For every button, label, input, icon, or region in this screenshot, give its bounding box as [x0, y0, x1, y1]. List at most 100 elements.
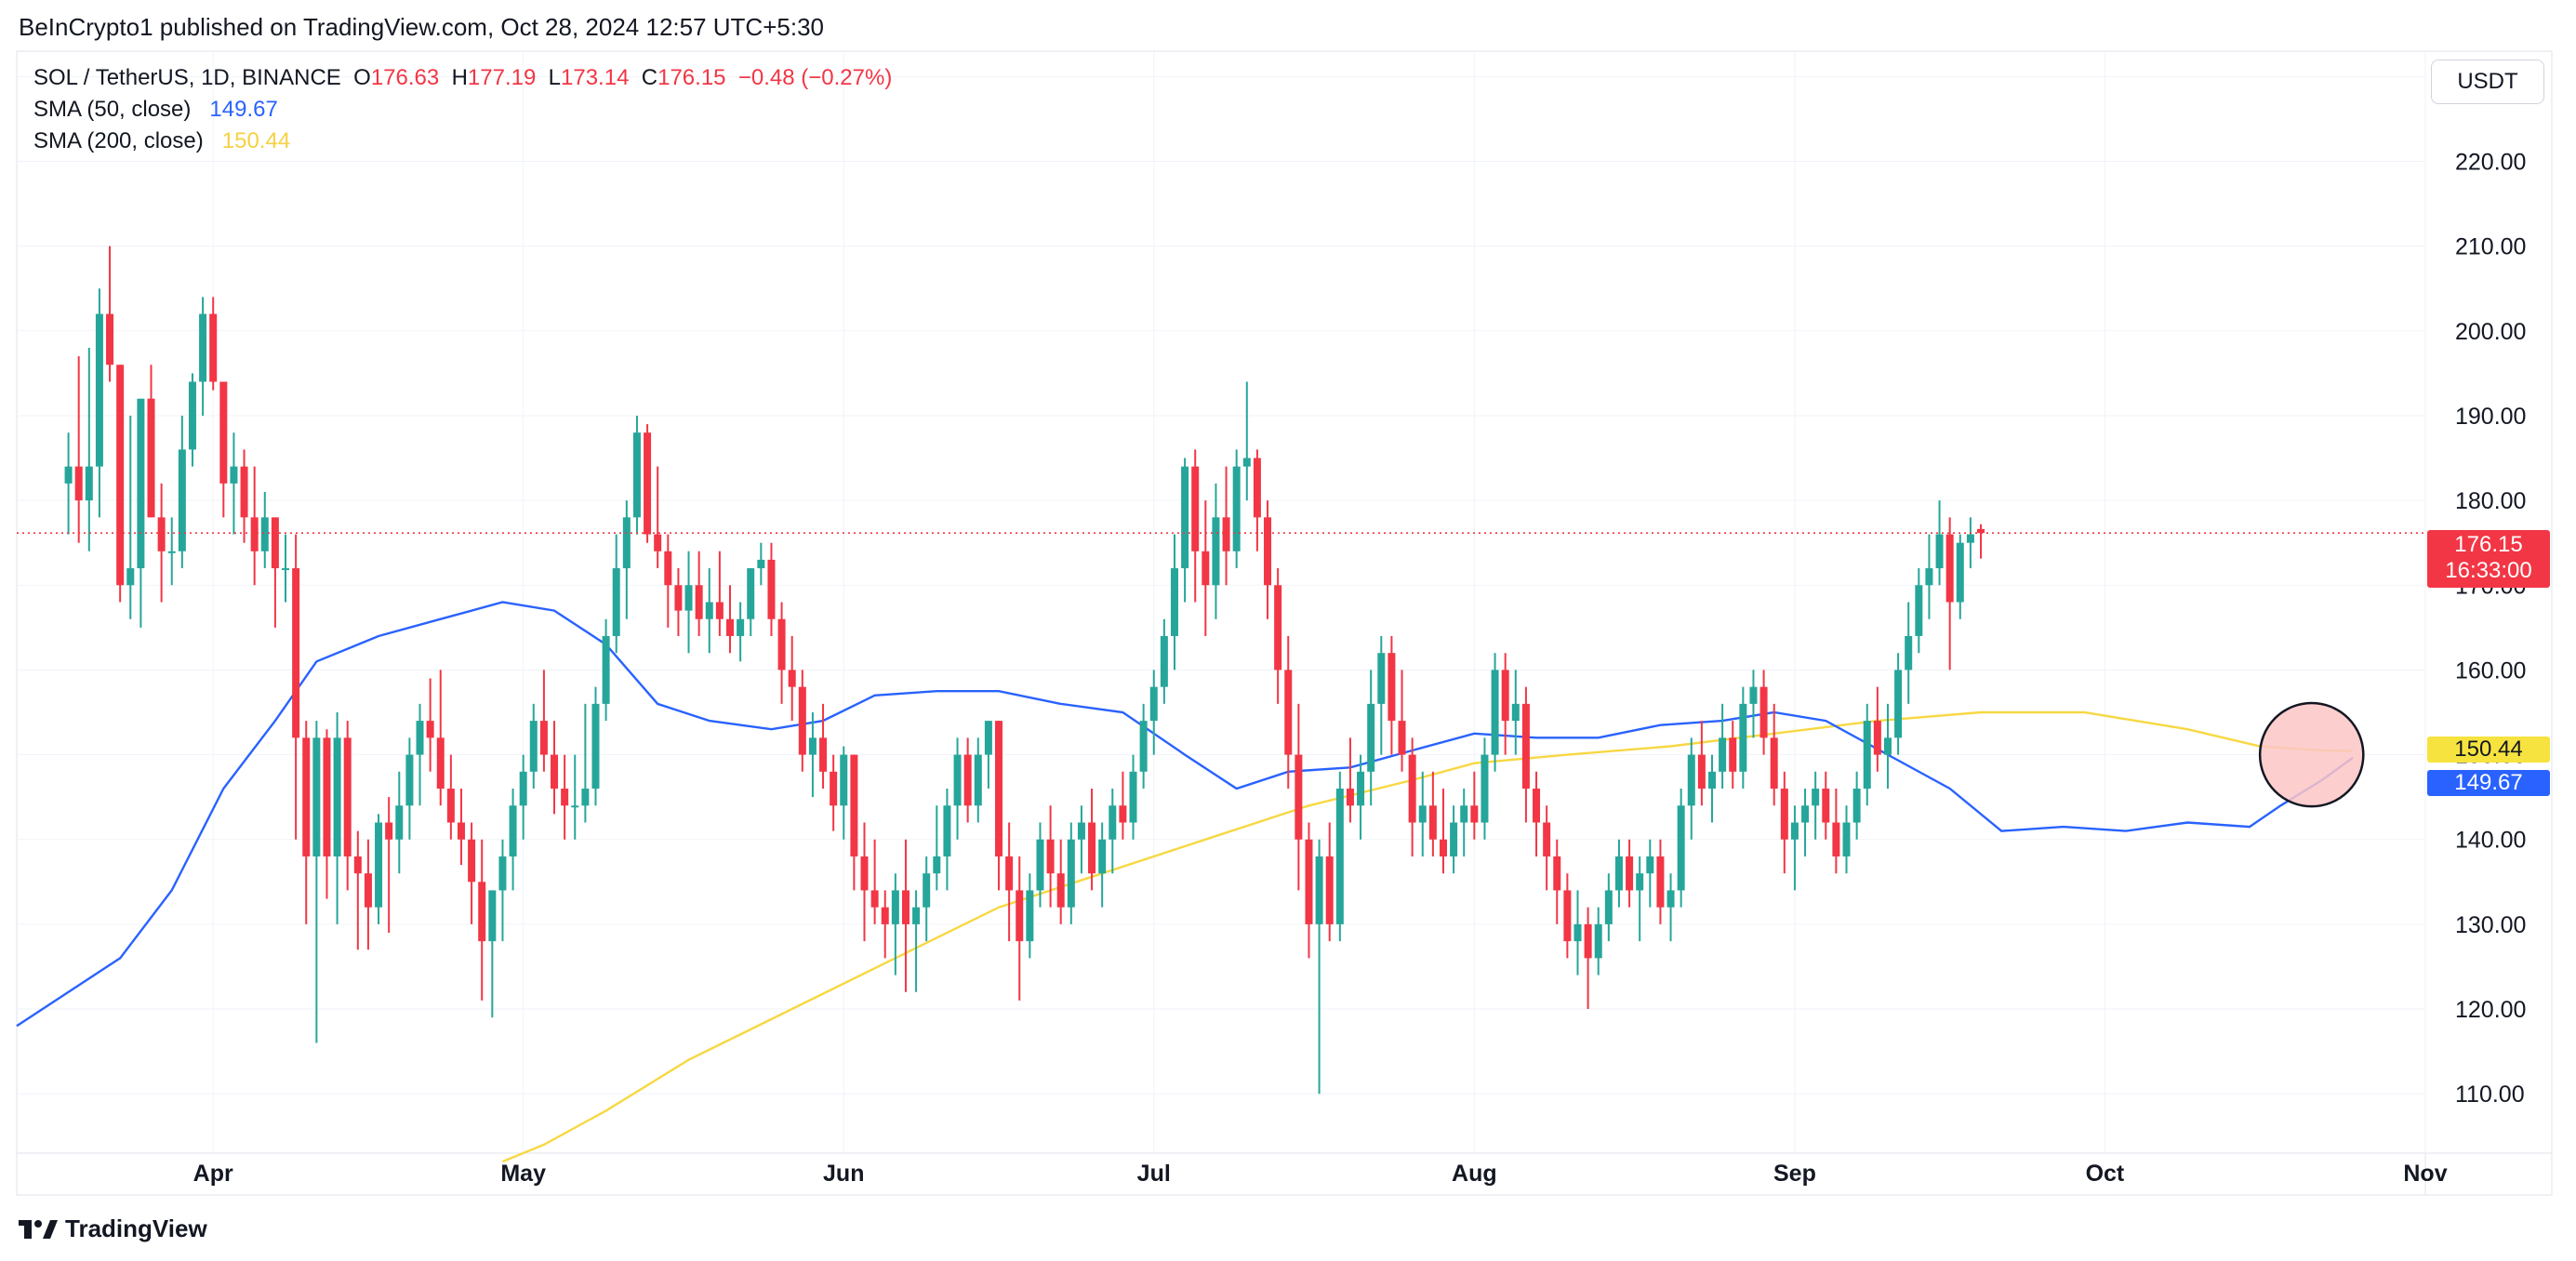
currency-button[interactable]: USDT [2431, 60, 2544, 104]
candle-body [1894, 670, 1903, 738]
candle-body [1945, 534, 1954, 603]
candle-body [1335, 789, 1344, 924]
chart-grid [16, 50, 2553, 1196]
candle-body [436, 737, 445, 790]
candle-body [178, 449, 186, 551]
candle-body [1170, 568, 1178, 636]
candle-body [74, 466, 83, 501]
candle-body [1905, 635, 1913, 670]
candle-body [1481, 754, 1489, 823]
candle-body [1181, 466, 1189, 569]
candle-body [943, 805, 951, 856]
highlight-layer [2258, 701, 2365, 808]
candle-body [798, 686, 806, 755]
candle-body [1212, 517, 1220, 586]
candle-body [1719, 737, 1727, 772]
candle-body [974, 754, 982, 806]
tradingview-logo[interactable]: TradingView [19, 1215, 207, 1243]
candle-body [1295, 754, 1303, 840]
candle-body [984, 721, 992, 755]
candle-body [995, 721, 1003, 856]
candle-body [674, 585, 683, 611]
candle-body [1614, 856, 1623, 891]
candle-body [1801, 805, 1810, 823]
candle-body [1666, 890, 1675, 908]
candle-body [85, 466, 93, 501]
legend-symbol[interactable]: SOL / TetherUS, 1D, BINANCE [33, 65, 341, 90]
candle-body [725, 618, 734, 636]
candle-body [1677, 805, 1685, 891]
legend-sma50[interactable]: SMA (50, close) 149.67 [33, 97, 278, 123]
legend-sma200[interactable]: SMA (200, close) 150.44 [33, 128, 290, 154]
candle-body [1883, 737, 1892, 755]
candle-body [375, 822, 383, 908]
candle-body [933, 856, 941, 874]
x-tick-label: Sep [1773, 1161, 1816, 1187]
candle-body [1222, 517, 1230, 551]
y-tick-label: 130.00 [2455, 912, 2526, 938]
candle-body [209, 313, 218, 382]
y-tick-label: 120.00 [2455, 997, 2526, 1023]
candle-body [747, 568, 755, 619]
legend-sma50-value: 149.67 [209, 97, 278, 122]
candle-body [1470, 805, 1479, 823]
x-tick-label: Aug [1452, 1161, 1497, 1187]
candle-body [188, 381, 196, 450]
candle-body [1604, 890, 1613, 924]
legend-sma200-value: 150.44 [221, 128, 291, 153]
candle-body [1832, 822, 1840, 856]
x-tick-label: Apr [193, 1161, 233, 1187]
y-tick-label: 180.00 [2455, 488, 2526, 514]
candle-body [644, 432, 652, 535]
x-axis: Apr May Jun Jul Aug Sep Oct Nov [193, 1161, 2448, 1187]
candle-body [612, 568, 620, 636]
legend-sma50-label: SMA (50, close) [33, 97, 192, 122]
candle-body [1646, 856, 1654, 874]
legend-open-value: 176.63 [370, 65, 440, 90]
candle-body [416, 721, 424, 755]
sma200-line [501, 710, 2354, 1163]
bar-countdown: 16:33:00 [2445, 558, 2532, 583]
candle-body [1594, 923, 1602, 959]
candle-body [488, 890, 497, 942]
candle-body [1346, 789, 1354, 806]
candle-body [1056, 873, 1065, 908]
candle-body [891, 890, 899, 924]
candle-body [1357, 771, 1365, 806]
candle-body [1656, 856, 1665, 908]
chart-frame [16, 50, 2553, 1196]
candle-body [405, 754, 414, 806]
candle-body [1563, 890, 1572, 942]
candle-body [840, 754, 848, 806]
legend-open-label: O [353, 65, 371, 90]
y-tick-label: 220.00 [2455, 150, 2526, 176]
candle-body [830, 771, 838, 806]
candle-body [1377, 653, 1386, 704]
candle-body [1274, 585, 1282, 670]
candle-body [1005, 856, 1014, 891]
sma50-layer [16, 601, 2354, 1028]
candle-body [1046, 839, 1055, 874]
candle-body [1139, 721, 1148, 772]
candle-body [1873, 721, 1881, 755]
candle-body [1428, 805, 1437, 840]
candle-body [737, 618, 745, 636]
candle-body [1439, 839, 1447, 856]
candle-body [1749, 686, 1758, 704]
candle-body [591, 703, 600, 790]
candle-body [1036, 839, 1044, 891]
sma200-layer [501, 710, 2354, 1163]
candle-body [167, 551, 176, 553]
candle-body [230, 466, 238, 484]
candle-body [457, 822, 465, 840]
candle-body [147, 398, 155, 518]
legend-sma200-label: SMA (200, close) [33, 128, 204, 153]
candle-body [664, 551, 672, 586]
candle-body [1822, 789, 1830, 823]
tradingview-brand: TradingView [65, 1215, 207, 1242]
candle-body [126, 568, 135, 586]
candle-body [1253, 458, 1261, 518]
sma200-price-tag: 150.44 [2427, 737, 2550, 763]
candle-body [881, 907, 889, 924]
